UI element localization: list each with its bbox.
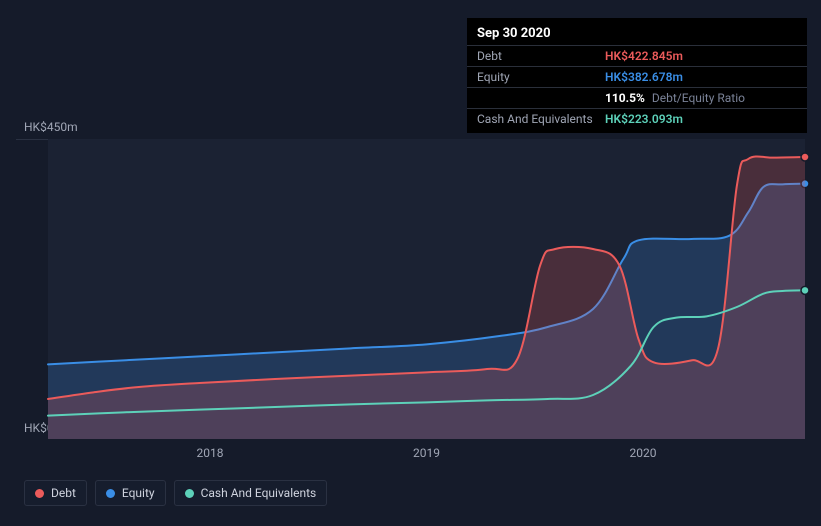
financials-debt-equity-chart: { "chart": { "type": "area", "background… — [0, 0, 821, 526]
tooltip-label — [477, 91, 605, 105]
tooltip-value-debt: HK$422.845m — [605, 49, 683, 63]
tooltip-ratio-label: Debt/Equity Ratio — [652, 91, 745, 105]
tooltip-row-ratio: 110.5% Debt/Equity Ratio — [467, 88, 807, 109]
legend-label: Equity — [122, 486, 155, 500]
tooltip-ratio-value: 110.5% — [605, 91, 645, 105]
tooltip-label: Equity — [477, 70, 605, 84]
y-axis-max-label: HK$450m — [24, 120, 78, 134]
tooltip-row-cash: Cash And Equivalents HK$223.093m — [467, 109, 807, 129]
x-axis-tick: 2018 — [196, 446, 223, 460]
legend-label: Debt — [51, 486, 76, 500]
legend-dot-icon — [35, 489, 44, 498]
chart-svg — [48, 139, 805, 439]
legend-dot-icon — [185, 489, 194, 498]
legend-item-equity[interactable]: Equity — [95, 480, 166, 506]
tooltip-label: Debt — [477, 49, 605, 63]
tooltip-value-cash: HK$223.093m — [605, 112, 683, 126]
x-axis-tick: 2020 — [630, 446, 657, 460]
tooltip-value-equity: HK$382.678m — [605, 70, 683, 84]
chart-tooltip: Sep 30 2020 Debt HK$422.845m Equity HK$3… — [467, 18, 807, 133]
series-end-marker-cash — [801, 286, 809, 294]
tooltip-ratio: 110.5% Debt/Equity Ratio — [605, 91, 745, 105]
legend-item-debt[interactable]: Debt — [24, 480, 87, 506]
tooltip-row-equity: Equity HK$382.678m — [467, 67, 807, 88]
x-axis-tick: 2019 — [413, 446, 440, 460]
chart-legend: Debt Equity Cash And Equivalents — [24, 480, 327, 506]
tooltip-date: Sep 30 2020 — [467, 22, 807, 46]
legend-label: Cash And Equivalents — [201, 486, 317, 500]
series-end-marker-debt — [801, 153, 809, 161]
legend-dot-icon — [106, 489, 115, 498]
tooltip-row-debt: Debt HK$422.845m — [467, 46, 807, 67]
tooltip-label: Cash And Equivalents — [477, 112, 605, 126]
legend-item-cash[interactable]: Cash And Equivalents — [174, 480, 328, 506]
chart-plot-area[interactable] — [48, 139, 805, 439]
